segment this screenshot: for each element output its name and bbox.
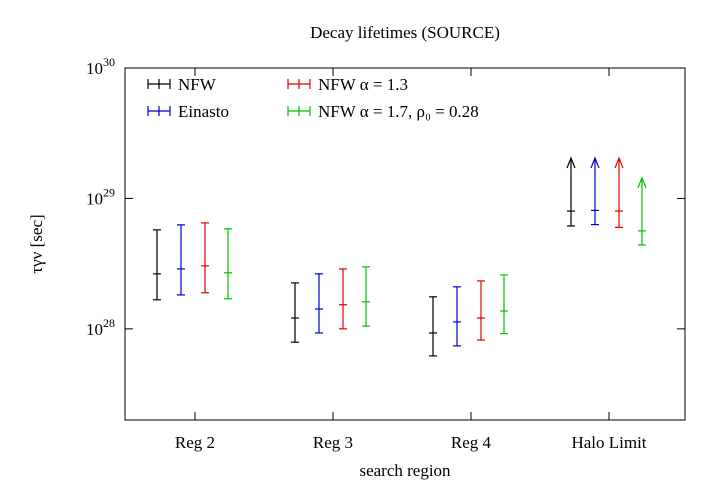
arrow-head bbox=[637, 176, 647, 188]
arrow-head bbox=[614, 156, 624, 169]
x-tick-label: Reg 2 bbox=[175, 433, 215, 452]
x-tick-label: Reg 3 bbox=[313, 433, 353, 452]
x-tick-label: Reg 4 bbox=[451, 433, 492, 452]
y-tick-label: 1028 bbox=[86, 316, 115, 339]
arrow-head bbox=[566, 156, 576, 169]
arrow-head bbox=[590, 156, 600, 169]
legend-label: Einasto bbox=[178, 102, 229, 121]
y-tick-label: 1030 bbox=[86, 55, 115, 78]
legend-label: NFW bbox=[178, 75, 217, 94]
legend-label: NFW α = 1.7, ρ₀ = 0.28 bbox=[318, 102, 479, 121]
legend-label: NFW α = 1.3 bbox=[318, 75, 408, 94]
x-tick-label: Halo Limit bbox=[571, 433, 646, 452]
plot-frame bbox=[124, 67, 686, 421]
y-tick-label: 1029 bbox=[86, 185, 115, 208]
y-axis-label: τγν [sec] bbox=[27, 214, 46, 273]
chart-title: Decay lifetimes (SOURCE) bbox=[310, 23, 500, 42]
x-axis-label: search region bbox=[359, 461, 451, 480]
